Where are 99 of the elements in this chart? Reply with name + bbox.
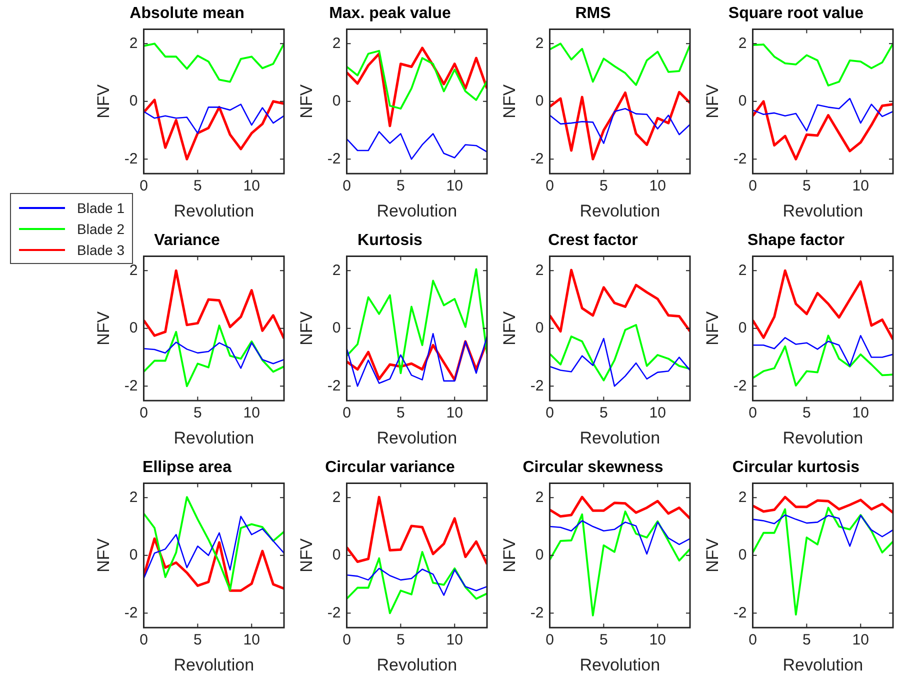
x-axis-title: Revolution	[376, 655, 458, 674]
chart-title: Max. peak value	[329, 5, 452, 22]
y-tick-label: -2	[733, 150, 747, 168]
x-tick-label: 5	[396, 404, 405, 422]
y-tick-label: -2	[327, 377, 341, 394]
chart-title: Kurtosis	[358, 232, 423, 250]
y-tick-label: 2	[738, 262, 747, 279]
y-tick-label: -2	[733, 604, 747, 622]
y-tick-label: 2	[129, 488, 138, 506]
chart-title: Circular kurtosis	[732, 459, 860, 476]
y-axis-title: NFV	[500, 84, 519, 118]
chart-title: Shape factor	[748, 232, 844, 250]
y-axis-title: NFV	[702, 84, 722, 118]
x-tick-label: 5	[802, 632, 811, 649]
x-tick-label: 10	[243, 404, 260, 422]
y-tick-label: 2	[738, 488, 747, 506]
x-tick-label: 10	[446, 404, 463, 422]
y-tick-label: 0	[535, 320, 544, 337]
y-tick-label: 2	[738, 34, 747, 52]
y-axis-title: NFV	[500, 538, 519, 572]
x-axis-title: Revolution	[376, 201, 458, 220]
chart-title: Circular skewness	[522, 459, 664, 476]
y-axis-title: NFV	[296, 84, 316, 118]
x-tick-label: 10	[852, 632, 869, 649]
x-tick-label: 5	[194, 632, 202, 649]
x-tick-label: 10	[649, 632, 666, 649]
y-tick-label: -2	[124, 604, 138, 622]
y-tick-label: 2	[535, 262, 544, 279]
y-tick-label: 0	[129, 320, 138, 337]
x-tick-label: 10	[852, 404, 869, 422]
x-axis-title: Revolution	[174, 428, 254, 448]
y-axis-title: NFV	[296, 538, 316, 572]
y-tick-label: -2	[530, 377, 544, 394]
x-tick-label: 5	[802, 404, 811, 422]
y-tick-label: 2	[535, 34, 544, 52]
x-tick-label: 10	[852, 178, 869, 195]
x-tick-label: 10	[446, 178, 463, 195]
x-tick-label: 5	[194, 404, 202, 422]
y-tick-label: -2	[733, 377, 747, 394]
x-axis-title: Revolution	[376, 428, 458, 448]
y-tick-label: 0	[535, 92, 544, 110]
y-tick-label: -2	[124, 377, 138, 394]
y-tick-label: 2	[332, 488, 341, 506]
y-tick-label: -2	[327, 604, 341, 622]
legend-label: Blade 2	[77, 220, 124, 236]
y-tick-label: 0	[738, 320, 747, 337]
y-axis-title: NFV	[702, 538, 722, 572]
y-tick-label: 0	[129, 546, 138, 564]
y-tick-label: 2	[332, 34, 341, 52]
x-tick-label: 5	[600, 178, 608, 195]
y-axis-title: NFV	[500, 310, 519, 346]
x-axis-title: Revolution	[174, 655, 254, 674]
x-axis-title: Revolution	[782, 201, 864, 220]
legend-label: Blade 1	[77, 200, 124, 216]
chart-title: Square root value	[728, 5, 864, 22]
y-tick-label: 0	[332, 320, 341, 337]
x-tick-label: 10	[243, 632, 260, 649]
x-tick-label: 5	[600, 404, 608, 422]
y-axis-title: NFV	[296, 310, 316, 346]
x-axis-title: Revolution	[580, 428, 660, 448]
y-tick-label: 2	[535, 488, 544, 506]
y-tick-label: 0	[738, 92, 747, 110]
y-tick-label: 0	[738, 546, 747, 564]
x-axis-title: Revolution	[580, 201, 660, 220]
x-axis-title: Revolution	[782, 428, 864, 448]
y-tick-label: 0	[129, 92, 138, 110]
y-tick-label: 0	[332, 546, 341, 564]
x-tick-label: 10	[649, 404, 666, 422]
y-tick-label: 0	[332, 92, 341, 110]
chart-title: Ellipse area	[142, 459, 232, 476]
y-axis-title: NFV	[702, 310, 722, 346]
chart-title: Variance	[154, 232, 220, 250]
chart-title: Crest factor	[548, 232, 638, 250]
y-tick-label: -2	[530, 150, 544, 168]
y-tick-label: 2	[129, 262, 138, 279]
x-tick-label: 5	[396, 632, 405, 649]
y-tick-label: -2	[530, 604, 544, 622]
y-tick-label: 2	[332, 262, 341, 279]
chart-title: Absolute mean	[130, 5, 244, 22]
x-tick-label: 5	[194, 178, 202, 195]
chart-title: RMS	[575, 5, 612, 22]
x-tick-label: 5	[802, 178, 811, 195]
y-axis-title: NFV	[94, 538, 113, 572]
y-tick-label: 2	[129, 34, 138, 52]
x-tick-label: 5	[396, 178, 405, 195]
x-tick-label: 10	[446, 632, 463, 649]
x-axis-title: Revolution	[782, 655, 864, 674]
x-axis-title: Revolution	[174, 201, 254, 220]
x-tick-label: 5	[600, 632, 608, 649]
y-tick-label: -2	[124, 150, 138, 168]
legend-label: Blade 3	[77, 242, 124, 258]
y-tick-label: -2	[327, 150, 341, 168]
x-tick-label: 10	[649, 178, 666, 195]
x-tick-label: 10	[243, 178, 260, 195]
chart-title: Circular variance	[325, 459, 456, 476]
y-tick-label: 0	[535, 546, 544, 564]
x-axis-title: Revolution	[580, 655, 660, 674]
y-axis-title: NFV	[94, 310, 113, 346]
y-axis-title: NFV	[94, 84, 113, 118]
